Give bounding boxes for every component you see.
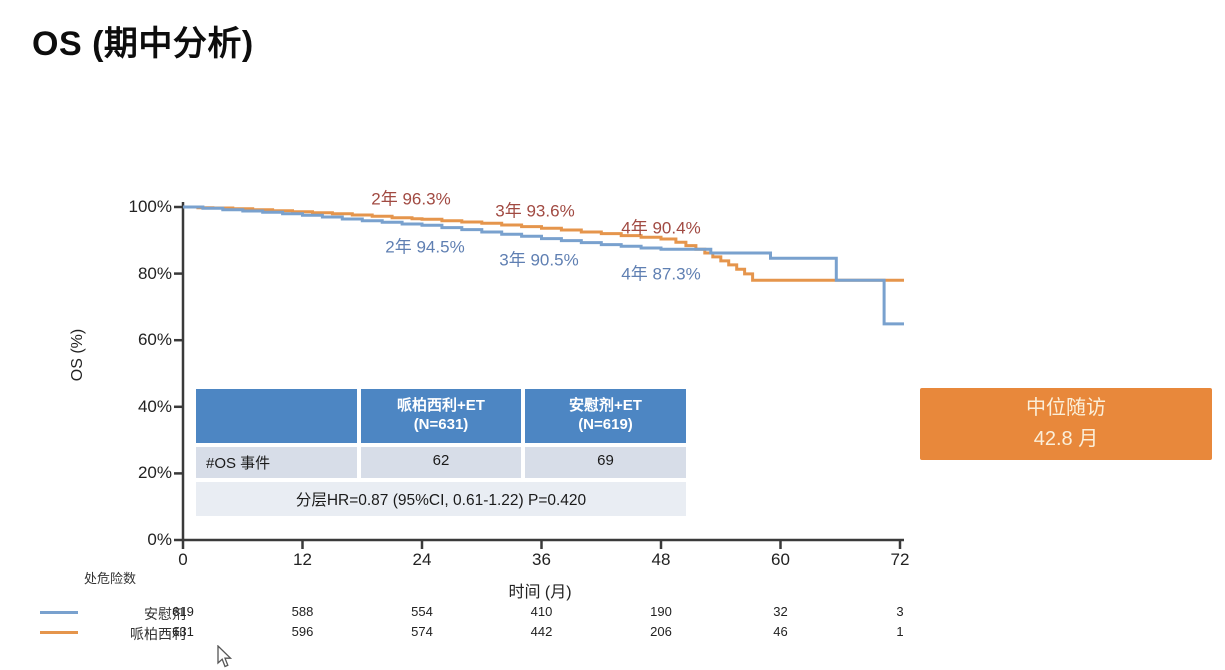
- y-tick-label: 20%: [137, 463, 172, 483]
- summary-table-header-empty: [196, 389, 357, 443]
- y-axis-title: OS (%): [69, 328, 86, 382]
- x-tick-label: 60: [771, 550, 790, 569]
- at-risk-count: 206: [650, 624, 672, 639]
- at-risk-count: 554: [411, 604, 433, 619]
- at-risk-count: 619: [172, 604, 194, 619]
- at-risk-count: 588: [291, 604, 314, 619]
- median-followup-value: 42.8 月: [1033, 428, 1099, 450]
- landmark-annotation: 2年 94.5%: [385, 237, 465, 257]
- y-tick-label: 0%: [147, 530, 172, 549]
- at-risk-count: 631: [172, 624, 194, 639]
- landmark-annotation: 3年 90.5%: [499, 250, 579, 270]
- hazard-ratio-note: 分层HR=0.87 (95%CI, 0.61-1.22) P=0.420: [196, 482, 686, 516]
- legend-row-哌柏西利: 哌柏西利: [40, 624, 186, 642]
- os-events-palbociclib: 62: [361, 447, 521, 478]
- header-arm-name: 哌柏西利+ET: [397, 397, 485, 415]
- x-tick-label: 24: [412, 550, 432, 569]
- header-arm-name: 安慰剂+ET: [569, 397, 642, 415]
- at-risk-count: 442: [530, 624, 553, 639]
- x-tick-label: 0: [178, 550, 188, 569]
- legend-series-name: 安慰剂: [144, 606, 186, 622]
- legend-series-name: 哌柏西利: [130, 626, 186, 642]
- x-tick-label: 48: [651, 550, 671, 569]
- page-title: OS (期中分析): [32, 25, 254, 63]
- os-events-placebo: 69: [525, 447, 686, 478]
- mouse-cursor-icon: [217, 645, 233, 668]
- y-tick-label: 40%: [137, 396, 172, 416]
- legend-line-swatch: [40, 631, 78, 634]
- landmark-annotation: 3年 93.6%: [495, 201, 575, 221]
- at-risk-count: 32: [773, 604, 788, 619]
- at-risk-count: 3: [896, 604, 904, 619]
- at-risk-count: 46: [773, 624, 788, 639]
- at-risk-label: 处危险数: [84, 571, 137, 586]
- os-events-row-label: #OS 事件: [196, 447, 357, 478]
- y-tick-label: 80%: [137, 263, 172, 283]
- landmark-annotation: 4年 87.3%: [621, 264, 701, 284]
- at-risk-count: 190: [650, 604, 672, 619]
- summary-table: 哌柏西利+ET (N=631) 安慰剂+ET (N=619) #OS 事件 62…: [196, 389, 686, 516]
- header-arm-n: (N=619): [578, 416, 633, 433]
- at-risk-count: 596: [291, 624, 314, 639]
- x-tick-label: 36: [532, 550, 551, 569]
- summary-table-header-placebo: 安慰剂+ET (N=619): [525, 389, 686, 443]
- landmark-annotation: 4年 90.4%: [621, 218, 701, 238]
- legend-row-安慰剂: 安慰剂: [40, 604, 186, 622]
- x-tick-label: 72: [890, 550, 910, 569]
- x-tick-label: 12: [293, 550, 312, 569]
- km-curve-安慰剂: [183, 205, 904, 326]
- at-risk-count: 410: [530, 604, 553, 619]
- x-axis-title: 时间 (月): [508, 584, 572, 601]
- at-risk-count: 1: [896, 624, 904, 639]
- y-tick-label: 60%: [137, 330, 172, 350]
- header-arm-n: (N=631): [413, 416, 469, 433]
- at-risk-count: 574: [411, 624, 433, 639]
- y-tick-label: 100%: [128, 197, 172, 216]
- legend-line-swatch: [40, 611, 78, 614]
- summary-table-header-palbociclib: 哌柏西利+ET (N=631): [361, 389, 521, 443]
- median-followup-label: 中位随访: [1026, 397, 1106, 419]
- landmark-annotation: 2年 96.3%: [371, 189, 451, 209]
- median-followup-box: 中位随访 42.8 月: [920, 388, 1212, 460]
